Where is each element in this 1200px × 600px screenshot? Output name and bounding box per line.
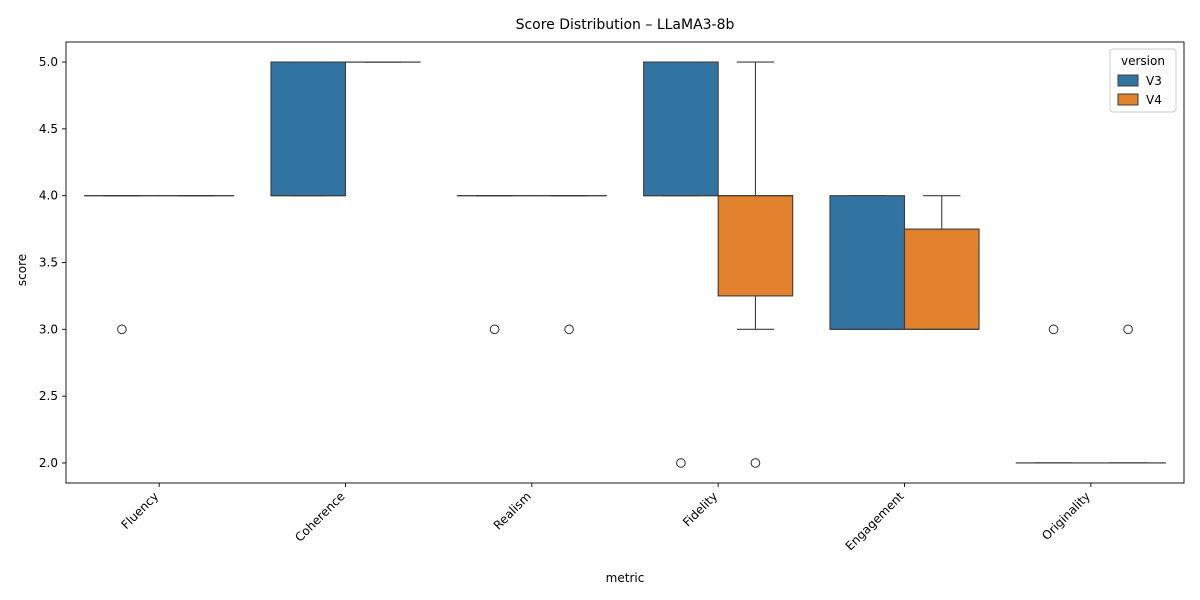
plot-frame bbox=[65, 41, 1185, 484]
x-tick-label: Originality bbox=[1039, 489, 1093, 543]
y-tick-label: 5.0 bbox=[39, 55, 58, 69]
x-tick-label: Coherence bbox=[292, 489, 347, 544]
legend-title: version bbox=[1121, 54, 1165, 68]
legend-swatch-v4 bbox=[1117, 93, 1139, 106]
outlier-point bbox=[750, 458, 761, 468]
y-tick-label: 3.0 bbox=[39, 322, 58, 336]
x-tick-label: Fidelity bbox=[680, 489, 720, 529]
box-iqr bbox=[643, 61, 719, 197]
legend-label-v4: V4 bbox=[1146, 93, 1162, 107]
plot-area bbox=[65, 41, 1185, 484]
x-axis-label: metric bbox=[606, 571, 645, 585]
legend-swatch-v3 bbox=[1117, 74, 1139, 87]
box-iqr bbox=[717, 195, 794, 297]
outlier-point bbox=[117, 324, 127, 335]
box-v3-fluency bbox=[84, 195, 160, 335]
box-v3-realism bbox=[456, 195, 533, 335]
box-v4-originality bbox=[1090, 324, 1166, 464]
box-iqr bbox=[270, 61, 347, 197]
box-v3-coherence bbox=[270, 61, 347, 197]
outlier-point bbox=[489, 324, 500, 335]
box-v4-engagement bbox=[903, 195, 980, 330]
box-v3-originality bbox=[1015, 324, 1092, 464]
y-tick-label: 4.5 bbox=[39, 122, 58, 136]
y-tick-label: 2.5 bbox=[39, 389, 58, 403]
outlier-point bbox=[564, 324, 574, 335]
legend: version V3 V4 bbox=[1109, 48, 1177, 113]
x-tick-label: Fluency bbox=[118, 489, 161, 532]
y-tick-label: 4.0 bbox=[39, 189, 58, 203]
outlier-point bbox=[676, 458, 686, 468]
y-axis-label: score bbox=[15, 254, 29, 286]
box-iqr bbox=[903, 228, 980, 330]
x-axis-ticks: Fluency Coherence Realism Fidelity Engagemen… bbox=[118, 483, 1093, 553]
y-tick-label: 2.0 bbox=[39, 456, 58, 470]
box-v4-fidelity bbox=[717, 61, 794, 468]
legend-label-v3: V3 bbox=[1146, 74, 1162, 88]
outlier-point bbox=[1123, 324, 1133, 335]
chart-title: Score Distribution – LLaMA3-8b bbox=[516, 17, 735, 33]
box-iqr bbox=[829, 195, 906, 330]
y-tick-label: 3.5 bbox=[39, 256, 58, 270]
box-v3-engagement bbox=[829, 195, 906, 330]
x-tick-label: Realism bbox=[491, 489, 534, 532]
box-v4-realism bbox=[531, 195, 607, 335]
y-axis-ticks: 2.0 2.5 3.0 3.5 4.0 4.5 5.0 bbox=[39, 55, 66, 470]
x-tick-label: Engagement bbox=[843, 489, 907, 553]
outlier-point bbox=[1048, 324, 1059, 335]
box-v3-fidelity bbox=[643, 61, 719, 468]
